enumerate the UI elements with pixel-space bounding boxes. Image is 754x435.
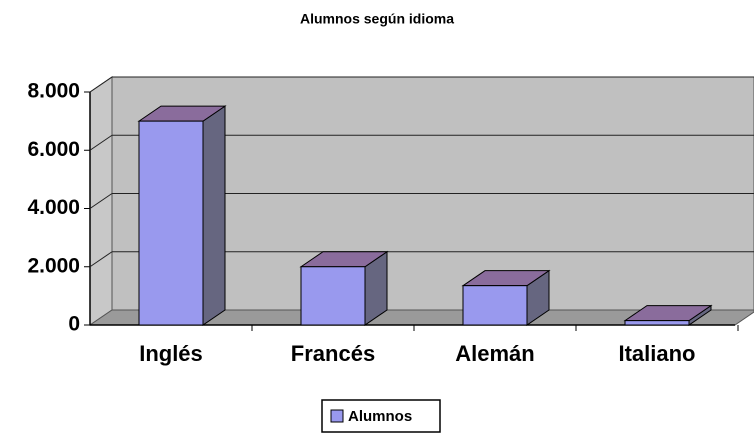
legend: Alumnos — [321, 399, 441, 433]
bar — [300, 266, 366, 326]
chart-title: Alumnos según idioma — [300, 11, 454, 27]
y-tick-label: 8.000 — [27, 80, 80, 103]
bar-side — [202, 105, 226, 326]
grid-line — [89, 134, 113, 151]
x-tick-label: Alemán — [455, 341, 534, 366]
x-tick-label: Italiano — [618, 341, 695, 366]
y-tick-label: 2.000 — [27, 254, 80, 277]
legend-label: Alumnos — [348, 408, 412, 425]
grid-line — [89, 76, 113, 93]
bar — [138, 120, 204, 326]
grid-line — [89, 193, 113, 209]
grid-line — [89, 251, 113, 268]
y-tick-label: 4.000 — [27, 196, 80, 219]
y-tick-label: 6.000 — [27, 138, 80, 161]
x-tick-label: Inglés — [139, 341, 203, 366]
y-tick-label: 0 — [68, 313, 80, 336]
legend-swatch — [330, 409, 344, 423]
bar — [624, 320, 690, 326]
x-tick-label: Francés — [291, 341, 375, 366]
bar — [462, 285, 528, 326]
